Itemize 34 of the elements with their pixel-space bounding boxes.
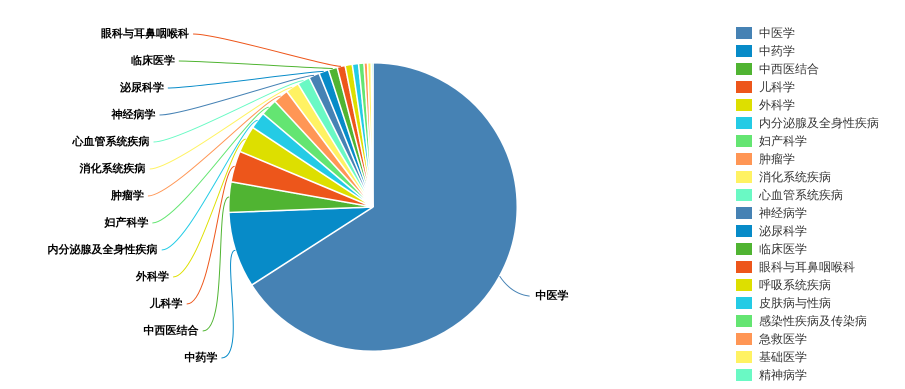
slice-label: 内分泌腺及全身性疾病	[48, 242, 158, 256]
slice-label: 儿科学	[148, 296, 183, 310]
legend-label: 内分泌腺及全身性疾病	[759, 114, 879, 132]
legend-label: 基础医学	[759, 348, 807, 366]
slice-label: 消化系统疾病	[78, 162, 146, 175]
slice-label: 心血管系统疾病	[72, 134, 150, 148]
slice-label: 泌尿科学	[118, 80, 164, 94]
legend-label: 中药学	[759, 42, 795, 60]
legend-label: 临床医学	[759, 240, 807, 258]
legend-label: 精神病学	[759, 366, 807, 384]
legend-label: 中医学	[759, 24, 795, 42]
legend-label: 消化系统疾病	[759, 168, 831, 186]
legend-label: 妇产科学	[759, 132, 807, 150]
legend-label: 中西医结合	[759, 60, 819, 78]
legend-label: 呼吸系统疾病	[759, 276, 831, 294]
legend-label: 眼科与耳鼻咽喉科	[759, 258, 855, 276]
legend-label: 感染性疾病及传染病	[759, 312, 867, 330]
legend-label: 肿瘤学	[759, 150, 795, 168]
slice-label: 眼科与耳鼻咽喉科	[101, 26, 190, 40]
slice-label: 中西医结合	[144, 324, 200, 337]
slice-label: 神经病学	[110, 108, 156, 121]
slice-label: 中药学	[184, 350, 218, 364]
slice-label: 肿瘤学	[110, 188, 144, 202]
slice-label: 外科学	[135, 270, 170, 283]
legend-label: 儿科学	[759, 78, 795, 96]
legend-label: 皮肤病与性病	[759, 294, 831, 312]
slice-label: 中医学	[536, 288, 569, 302]
legend-label: 急救医学	[759, 330, 807, 348]
legend-label: 心血管系统疾病	[759, 186, 843, 204]
slice-label: 临床医学	[130, 54, 175, 67]
legend-label: 泌尿科学	[759, 222, 807, 240]
legend-label: 外科学	[759, 96, 795, 114]
legend-label: 神经病学	[759, 204, 807, 222]
slice-label: 妇产科学	[103, 216, 148, 229]
